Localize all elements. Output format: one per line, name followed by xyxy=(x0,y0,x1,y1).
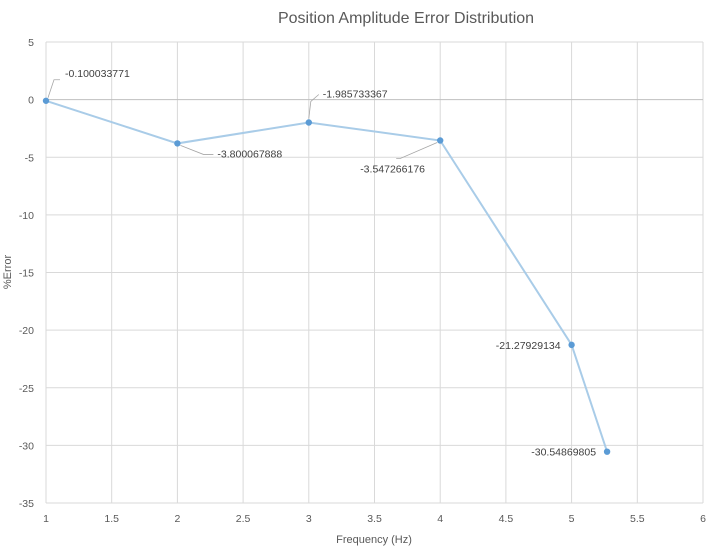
x-axis-title: Frequency (Hz) xyxy=(336,534,412,546)
x-tick-label: 3.5 xyxy=(367,513,382,525)
gridlines xyxy=(45,41,704,504)
series-line xyxy=(45,99,609,453)
x-tick-label: 2 xyxy=(174,513,180,525)
x-tick-label: 5.5 xyxy=(630,513,645,525)
data-label: -21.27929134 xyxy=(496,340,561,352)
x-tick-label: 1 xyxy=(43,513,49,525)
x-tick-label: 3 xyxy=(306,513,312,525)
data-label: -0.100033771 xyxy=(65,68,130,80)
data-point xyxy=(174,140,181,147)
y-tick-label: -5 xyxy=(25,152,34,164)
x-tick-label: 2.5 xyxy=(236,513,251,525)
label-leader-line xyxy=(47,79,60,98)
tick-labels: 1 1.5 2 2.5 3 3.5 4 4.5 5 5.5 6 5 0 -5 -10 -15 -20 -25 -30… xyxy=(19,37,706,525)
label-leader-line xyxy=(180,145,214,155)
data-point xyxy=(437,137,444,144)
data-label: -3.547266176 xyxy=(360,164,425,176)
label-leader-line xyxy=(396,142,438,159)
y-tick-label: -15 xyxy=(19,268,34,280)
data-point xyxy=(568,341,575,349)
x-tick-label: 6 xyxy=(700,513,706,525)
chart-title: Position Amplitude Error Distribution xyxy=(278,10,534,27)
data-labels: -0.100033771 -3.800067888 -1.985733367 -3.5… xyxy=(47,68,596,459)
x-tick-label: 5 xyxy=(569,513,575,525)
data-series xyxy=(42,97,611,455)
data-label: -30.54869805 xyxy=(531,447,596,459)
data-point xyxy=(305,119,312,126)
y-tick-label: -25 xyxy=(19,383,34,395)
y-tick-label: -35 xyxy=(19,498,34,510)
label-leader-line xyxy=(308,94,320,119)
data-point xyxy=(42,97,50,104)
y-tick-label: 0 xyxy=(28,95,34,107)
y-tick-label: -20 xyxy=(19,325,34,337)
y-tick-label: -30 xyxy=(19,440,34,452)
x-tick-label: 4 xyxy=(437,513,443,525)
y-tick-label: 5 xyxy=(28,37,34,49)
x-tick-label: 1.5 xyxy=(104,513,119,525)
data-label: -1.985733367 xyxy=(323,89,388,101)
y-axis-title: %Error xyxy=(2,255,14,290)
data-point xyxy=(603,448,611,455)
data-label: -3.800067888 xyxy=(217,148,282,160)
x-tick-label: 4.5 xyxy=(499,513,514,525)
y-tick-label: -10 xyxy=(19,210,34,222)
